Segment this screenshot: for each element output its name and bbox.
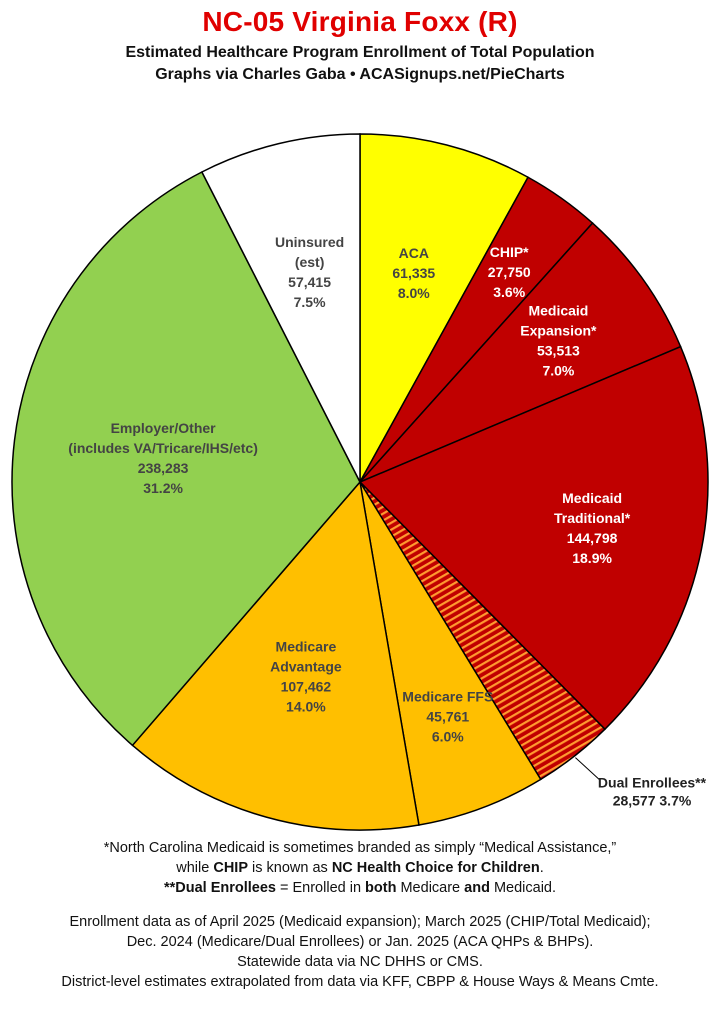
pie-slice-medicaid-expansion [359,222,682,483]
source-note-3: Statewide data via NC DHHS or CMS. [237,954,483,970]
chart-subtitle: Estimated Healthcare Program Enrollment … [125,44,595,61]
source-note-2: Dec. 2024 (Medicare/Dual Enrollees) or J… [126,934,594,950]
pie-label-employer-other-includes-va-tricare-ihs-etc: Employer/Other (includes VA/Tricare/IHS/e… [68,420,258,496]
pie-slice-medicare-advantage [131,480,420,831]
pie-label-medicaid-traditional: Medicaid Traditional* 144,798 18.9% [554,490,631,566]
pie-slice-medicare-ffs [359,481,542,826]
pie-label-medicare-ffs: Medicare FFS 45,761 6.0% [402,689,493,745]
footnote-chip: while CHIP is known as NC Health Choice … [176,860,544,876]
chart-credit: Graphs via Charles Gaba • ACASignups.net… [155,66,565,83]
footnote-medicaid: *North Carolina Medicaid is sometimes br… [103,840,617,856]
pie-slice-uninsured-est [200,133,361,483]
pie-label-medicaid-expansion: Medicaid Expansion* 53,513 7.0% [520,303,597,379]
pie-slice-employer-other-includes-va-tricare-ihs-etc [11,170,361,747]
pie-label-dual-enrollees: Dual Enrollees** 28,577 3.7% [598,775,707,809]
source-note-4: District-level estimates extrapolated fr… [61,974,659,990]
chart-title: NC-05 Virginia Foxx (R) [202,6,518,37]
footnotes: *North Carolina Medicaid is sometimes br… [0,838,720,992]
pie-label-uninsured-est: Uninsured (est) 57,415 7.5% [275,234,344,310]
leader-line-dual-enrollees [575,757,600,780]
pie-label-aca: ACA 61,335 8.0% [392,245,435,301]
pie-slice-medicaid-traditional [358,345,709,731]
source-note-1: Enrollment data as of April 2025 (Medica… [69,914,651,930]
footnote-dual: **Dual Enrollees = Enrolled in both Medi… [163,880,557,896]
pie-label-medicare-advantage: Medicare Advantage 107,462 14.0% [270,639,342,715]
pie-slice-aca [359,133,530,483]
pie-label-chip: CHIP* 27,750 3.6% [488,244,531,300]
pie-chart: ACA 61,335 8.0% CHIP* 27,750 3.6%Medicaid Expa… [11,133,709,831]
chart-header: NC-05 Virginia Foxx (R) Estimated Health… [0,0,720,84]
